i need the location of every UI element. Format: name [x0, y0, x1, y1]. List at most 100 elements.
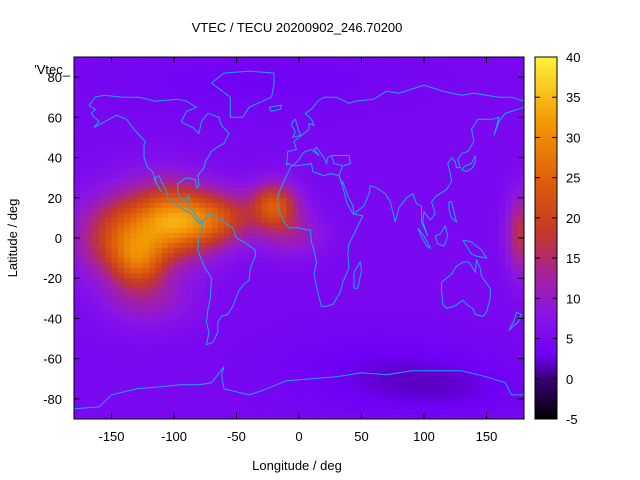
- heatmap-cell: [511, 263, 519, 269]
- heatmap-cell: [417, 97, 425, 103]
- heatmap-cell: [386, 207, 394, 214]
- heatmap-cell: [411, 238, 419, 244]
- heatmap-cell: [267, 238, 275, 244]
- heatmap-cell: [305, 263, 312, 269]
- heatmap-cell: [424, 72, 431, 78]
- heatmap-cell: [392, 343, 400, 350]
- heatmap-cell: [305, 117, 312, 123]
- heatmap-cell: [317, 323, 325, 329]
- heatmap-cell: [511, 127, 519, 133]
- heatmap-cell: [92, 368, 100, 375]
- heatmap-cell: [230, 107, 237, 113]
- heatmap-cell: [486, 333, 494, 339]
- heatmap-cell: [149, 57, 156, 63]
- heatmap-cell: [242, 107, 250, 113]
- heatmap-cell: [342, 157, 350, 163]
- heatmap-cell: [505, 137, 512, 143]
- heatmap-cell: [217, 172, 225, 179]
- heatmap-cell: [186, 368, 194, 375]
- heatmap-cell: [442, 132, 450, 138]
- heatmap-cell: [211, 263, 219, 269]
- heatmap-cell: [417, 117, 425, 123]
- heatmap-cell: [361, 308, 369, 314]
- heatmap-cell: [124, 102, 131, 108]
- heatmap-cell: [149, 308, 156, 314]
- heatmap-cell: [136, 212, 144, 219]
- heatmap-cell: [449, 87, 456, 93]
- heatmap-cell: [486, 268, 494, 274]
- heatmap-cell: [355, 102, 362, 108]
- heatmap-cell: [149, 127, 156, 133]
- heatmap-cell: [267, 192, 275, 199]
- heatmap-cell: [224, 333, 231, 339]
- heatmap-cell: [105, 253, 112, 259]
- heatmap-cell: [105, 378, 112, 385]
- heatmap-cell: [186, 383, 194, 390]
- heatmap-cell: [224, 227, 231, 234]
- heatmap-cell: [149, 358, 156, 365]
- heatmap-cell: [80, 273, 87, 279]
- heatmap-cell: [442, 333, 450, 339]
- heatmap-cell: [480, 222, 487, 229]
- heatmap-cell: [255, 348, 262, 355]
- heatmap-cell: [292, 212, 300, 219]
- heatmap-cell: [361, 318, 369, 324]
- heatmap-cell: [374, 102, 381, 108]
- heatmap-cell: [199, 127, 206, 133]
- heatmap-cell: [505, 187, 512, 194]
- heatmap-cell: [336, 273, 344, 279]
- heatmap-cell: [261, 67, 269, 73]
- heatmap-cell: [217, 162, 225, 169]
- heatmap-cell: [367, 182, 375, 189]
- heatmap-cell: [430, 303, 437, 309]
- heatmap-cell: [424, 258, 431, 264]
- heatmap-cell: [392, 303, 400, 309]
- heatmap-cell: [342, 57, 350, 63]
- heatmap-cell: [361, 132, 369, 138]
- heatmap-cell: [255, 253, 262, 259]
- heatmap-cell: [111, 192, 119, 199]
- heatmap-cell: [130, 127, 137, 133]
- heatmap-cell: [430, 388, 437, 395]
- heatmap-cell: [317, 313, 325, 319]
- heatmap-cell: [511, 132, 519, 138]
- heatmap-cell: [442, 358, 450, 365]
- heatmap-cell: [124, 288, 131, 294]
- heatmap-cell: [349, 258, 356, 264]
- heatmap-cell: [224, 197, 231, 204]
- heatmap-cell: [336, 313, 344, 319]
- heatmap-cell: [267, 207, 275, 214]
- heatmap-cell: [436, 363, 444, 370]
- heatmap-cell: [142, 102, 150, 108]
- heatmap-cell: [311, 323, 319, 329]
- heatmap-cell: [442, 207, 450, 214]
- heatmap-cell: [430, 243, 437, 249]
- heatmap-cell: [486, 107, 494, 113]
- heatmap-cell: [142, 238, 150, 244]
- heatmap-cell: [411, 273, 419, 279]
- heatmap-cell: [511, 67, 519, 73]
- heatmap-cell: [280, 122, 287, 128]
- heatmap-cell: [249, 57, 256, 63]
- heatmap-cell: [174, 388, 181, 395]
- heatmap-cell: [167, 157, 175, 163]
- heatmap-cell: [305, 348, 312, 355]
- heatmap-cell: [74, 137, 81, 143]
- heatmap-cell: [455, 293, 462, 299]
- heatmap-cell: [161, 388, 169, 395]
- heatmap-cell: [311, 107, 319, 113]
- heatmap-cell: [361, 353, 369, 360]
- heatmap-cell: [117, 273, 125, 279]
- heatmap-cell: [111, 112, 119, 118]
- heatmap-cell: [230, 57, 237, 63]
- heatmap-cell: [111, 298, 119, 304]
- heatmap-cell: [330, 147, 337, 153]
- heatmap-cell: [417, 398, 425, 405]
- heatmap-cell: [167, 373, 175, 380]
- heatmap-cell: [411, 308, 419, 314]
- heatmap-cell: [136, 87, 144, 93]
- heatmap-cell: [242, 102, 250, 108]
- heatmap-cell: [336, 97, 344, 103]
- heatmap-cell: [317, 227, 325, 234]
- heatmap-cell: [374, 358, 381, 365]
